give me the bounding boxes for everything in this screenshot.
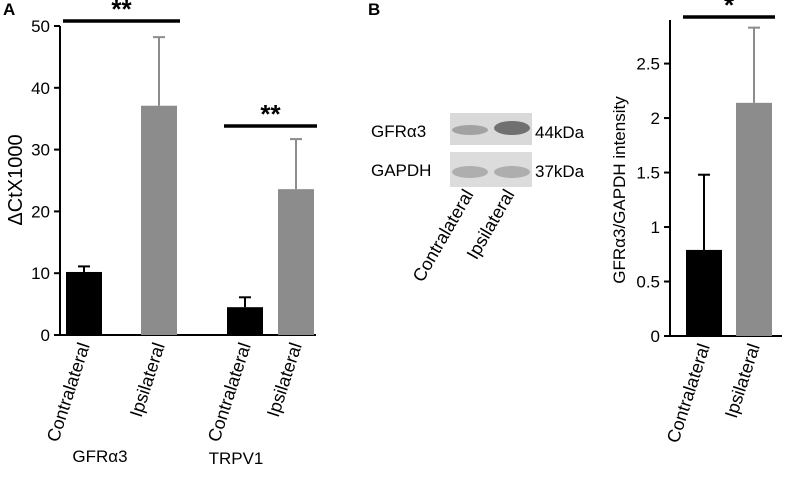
- panel-a-y-tick-label: 20: [31, 202, 50, 221]
- blot-band-gapdh-lane1: [452, 166, 488, 178]
- blot-band-gfra3-lane2: [494, 121, 530, 135]
- panel-a-category-label: Contralateral: [204, 340, 255, 444]
- panel-b-letter: B: [368, 0, 380, 19]
- blot-band-gfra3-lane1: [452, 125, 488, 135]
- panel-a-bar: [141, 105, 177, 335]
- panel-a-bar: [227, 307, 263, 335]
- panel-a-bar: [66, 271, 102, 335]
- blot-band-gapdh-lane2: [494, 166, 530, 178]
- panel-a-group-label-gfra3: GFRα3: [72, 447, 127, 466]
- blot-size-label-37kda: 37kDa: [535, 162, 585, 181]
- panel-a-y-tick-label: 0: [41, 326, 50, 345]
- panel-b-y-tick-label: 0.5: [636, 273, 660, 292]
- panel-b-category-label: Ipsilateral: [721, 341, 764, 420]
- panel-a-y-tick-label: 50: [31, 17, 50, 36]
- blot-lane-label-contralateral: Contralateral: [409, 186, 478, 285]
- panel-a-category-label: Ipsilateral: [126, 340, 169, 419]
- panel-a-y-tick-label: 10: [31, 264, 50, 283]
- panel-b-y-axis-label: GFRα3/GAPDH intensity: [610, 96, 629, 284]
- panel-b-y-tick-label: 1: [651, 218, 660, 237]
- panel-b-y-tick-label: 2: [651, 109, 660, 128]
- panel-b-y-tick-label: 1.5: [636, 164, 660, 183]
- panel-a-significance-label: **: [260, 99, 281, 129]
- western-blot: GFRα3 44kDa GAPDH 37kDa Contralateral Ip…: [371, 113, 585, 285]
- panel-a-y-tick-label: 30: [31, 141, 50, 160]
- panel-a-y-tick-label: 40: [31, 79, 50, 98]
- panel-b-significance-label: *: [724, 0, 735, 20]
- panel-b-bar: [736, 102, 772, 337]
- blot-protein-label-gfra3: GFRα3: [371, 122, 426, 141]
- panel-b-chart: 0 0.5 1 1.5 2 2.5 Contralateral Ipsilateral *: [636, 0, 782, 445]
- panel-a-bar: [278, 189, 314, 335]
- panel-b-category-label: Contralateral: [663, 341, 714, 445]
- panel-b-bar: [686, 249, 722, 336]
- panel-a-category-label: Ipsilateral: [263, 340, 306, 419]
- blot-size-label-44kda: 44kDa: [535, 123, 585, 142]
- panel-a-significance-label: **: [111, 0, 132, 24]
- panel-a-category-label: Contralateral: [43, 340, 94, 444]
- panel-b-y-tick-label: 0: [651, 327, 660, 346]
- panel-a-letter: A: [3, 0, 15, 19]
- blot-protein-label-gapdh: GAPDH: [371, 161, 431, 180]
- panel-a-y-axis-label: ΔCtX1000: [5, 134, 27, 225]
- panel-a-group-label-trpv1: TRPV1: [209, 449, 264, 468]
- panel-b-y-tick-label: 2.5: [636, 55, 660, 74]
